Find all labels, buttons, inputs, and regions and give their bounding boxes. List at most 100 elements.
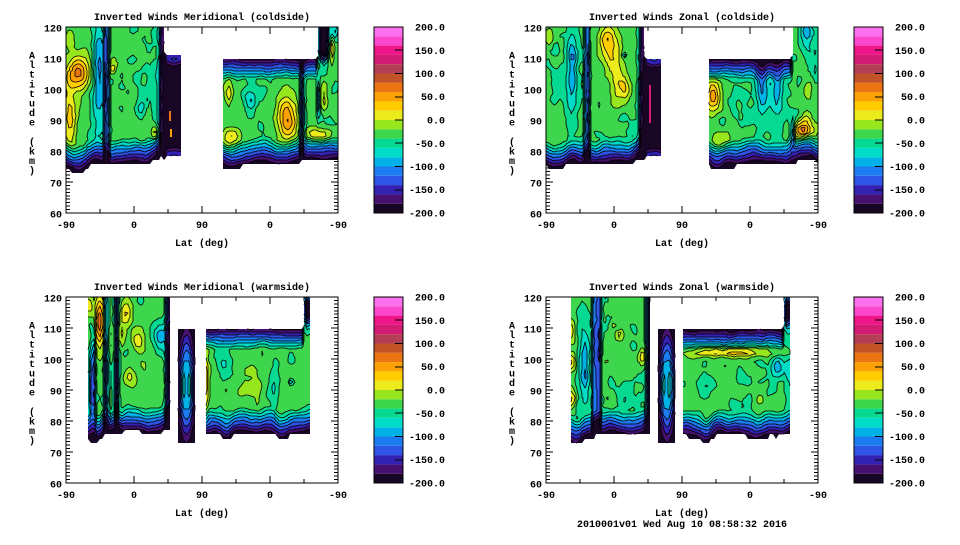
svg-text:50.0: 50.0: [901, 93, 925, 104]
svg-text:60: 60: [530, 481, 542, 492]
svg-text:200.0: 200.0: [895, 294, 925, 305]
svg-text:0: 0: [611, 491, 617, 502]
svg-text:-90: -90: [537, 491, 555, 502]
svg-text:70: 70: [530, 450, 542, 461]
svg-text:0: 0: [747, 491, 753, 502]
svg-text:120: 120: [44, 295, 62, 306]
svg-text:): ): [29, 436, 35, 448]
svg-text:k: k: [509, 417, 515, 429]
svg-text:t: t: [509, 71, 515, 82]
svg-text:e: e: [509, 389, 515, 400]
svg-text:Lat (deg): Lat (deg): [655, 238, 709, 250]
svg-text:m: m: [509, 427, 515, 438]
svg-text:50.0: 50.0: [421, 363, 445, 374]
svg-text:-200.0: -200.0: [409, 480, 445, 491]
svg-text:-90: -90: [57, 221, 75, 232]
svg-text:-200.0: -200.0: [889, 210, 925, 221]
svg-text:(: (: [509, 407, 515, 419]
svg-text:150.0: 150.0: [415, 47, 445, 58]
svg-text:0: 0: [131, 491, 137, 502]
svg-text:Inverted Winds Zonal (warmside: Inverted Winds Zonal (warmside): [589, 282, 775, 294]
svg-text:-90: -90: [809, 221, 827, 232]
svg-text:A: A: [509, 52, 515, 63]
svg-text:t: t: [29, 341, 35, 352]
svg-text:-100.0: -100.0: [409, 433, 445, 444]
svg-text:0: 0: [131, 221, 137, 232]
svg-text:t: t: [509, 90, 515, 101]
svg-text:110: 110: [44, 56, 62, 67]
svg-text:-150.0: -150.0: [889, 456, 925, 467]
svg-text:m: m: [29, 157, 35, 168]
svg-text:-90: -90: [57, 491, 75, 502]
svg-text:0.0: 0.0: [907, 387, 925, 398]
svg-text:70: 70: [530, 180, 542, 191]
svg-text:100.0: 100.0: [895, 70, 925, 81]
svg-text:-50.0: -50.0: [415, 140, 445, 151]
svg-text:d: d: [29, 378, 35, 390]
svg-text:0: 0: [747, 221, 753, 232]
svg-text:110: 110: [524, 56, 542, 67]
svg-text:Lat (deg): Lat (deg): [655, 508, 709, 520]
svg-text:d: d: [509, 378, 515, 390]
svg-text:120: 120: [44, 25, 62, 36]
svg-text:t: t: [509, 341, 515, 352]
svg-text:60: 60: [50, 481, 62, 492]
svg-text:50.0: 50.0: [421, 93, 445, 104]
svg-text:90: 90: [50, 388, 62, 399]
svg-text:150.0: 150.0: [895, 47, 925, 58]
svg-text:100.0: 100.0: [415, 70, 445, 81]
svg-text:70: 70: [50, 180, 62, 191]
svg-text:(: (: [29, 137, 35, 149]
svg-text:-50.0: -50.0: [895, 140, 925, 151]
svg-text:(: (: [29, 407, 35, 419]
svg-text:u: u: [509, 100, 515, 111]
svg-text:90: 90: [676, 491, 688, 502]
svg-text:l: l: [509, 330, 515, 342]
svg-text:Inverted Winds Meridional (war: Inverted Winds Meridional (warmside): [94, 282, 310, 294]
svg-text:80: 80: [50, 419, 62, 430]
svg-text:100: 100: [524, 87, 542, 98]
svg-text:-90: -90: [329, 491, 347, 502]
svg-text:t: t: [509, 360, 515, 371]
svg-text:i: i: [29, 79, 35, 91]
svg-text:Inverted Winds Meridional (col: Inverted Winds Meridional (coldside): [94, 12, 310, 24]
svg-text:2010001v01 Wed Aug 10 08:58:32: 2010001v01 Wed Aug 10 08:58:32 2016: [577, 519, 787, 531]
svg-text:i: i: [29, 349, 35, 361]
svg-text:200.0: 200.0: [415, 294, 445, 305]
svg-text:t: t: [29, 360, 35, 371]
svg-text:d: d: [29, 108, 35, 120]
svg-text:(: (: [509, 137, 515, 149]
svg-text:Lat (deg): Lat (deg): [175, 238, 229, 250]
svg-text:100.0: 100.0: [895, 340, 925, 351]
svg-text:-100.0: -100.0: [889, 433, 925, 444]
svg-text:80: 80: [50, 149, 62, 160]
svg-text:k: k: [29, 417, 35, 429]
svg-text:-90: -90: [537, 221, 555, 232]
svg-text:0: 0: [267, 491, 273, 502]
svg-text:200.0: 200.0: [895, 24, 925, 35]
svg-text:): ): [509, 166, 515, 178]
svg-text:100: 100: [44, 357, 62, 368]
svg-text:80: 80: [530, 149, 542, 160]
svg-text:120: 120: [524, 295, 542, 306]
svg-text:110: 110: [44, 326, 62, 337]
svg-text:-50.0: -50.0: [415, 410, 445, 421]
svg-text:90: 90: [676, 221, 688, 232]
svg-text:l: l: [509, 60, 515, 72]
svg-text:e: e: [29, 119, 35, 130]
svg-text:-200.0: -200.0: [409, 210, 445, 221]
svg-text:0.0: 0.0: [907, 117, 925, 128]
svg-text:m: m: [509, 157, 515, 168]
svg-text:90: 90: [530, 388, 542, 399]
svg-text:l: l: [29, 60, 35, 72]
svg-text:-150.0: -150.0: [409, 456, 445, 467]
svg-text:60: 60: [530, 211, 542, 222]
svg-text:e: e: [29, 389, 35, 400]
svg-text:90: 90: [530, 118, 542, 129]
svg-text:150.0: 150.0: [415, 317, 445, 328]
svg-text:110: 110: [524, 326, 542, 337]
svg-text:0: 0: [267, 221, 273, 232]
svg-text:-150.0: -150.0: [409, 186, 445, 197]
svg-text:0.0: 0.0: [427, 117, 445, 128]
svg-text:u: u: [509, 370, 515, 381]
